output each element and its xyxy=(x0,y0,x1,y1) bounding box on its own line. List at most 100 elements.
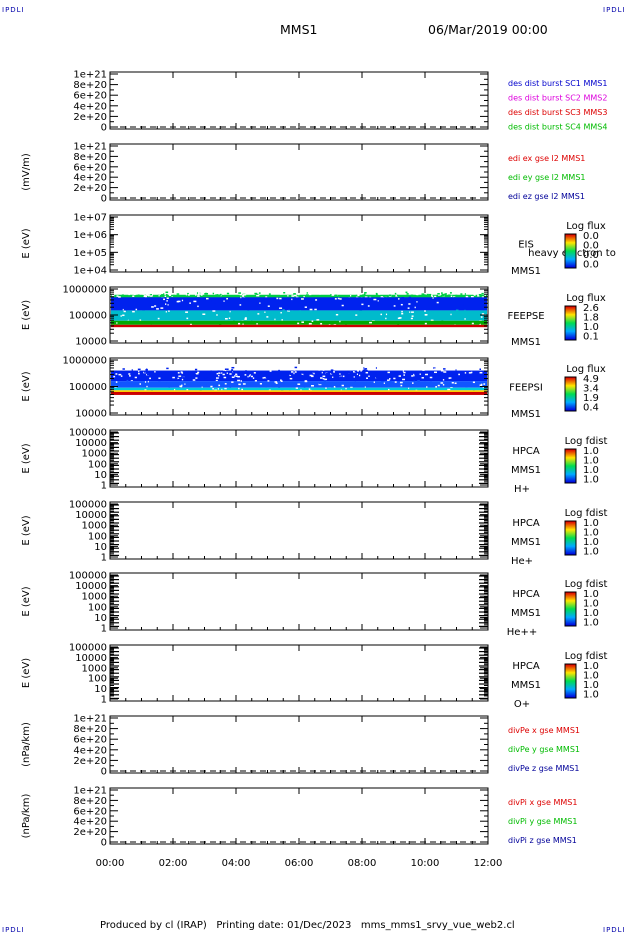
spectrogram-speckle xyxy=(252,377,255,379)
colorbar-segment xyxy=(565,598,576,600)
colorbar-segment xyxy=(565,666,576,668)
spectrogram-speckle xyxy=(264,311,266,313)
spectrogram-speckle xyxy=(140,378,142,381)
spectrogram-speckle xyxy=(154,368,158,371)
spectrogram-speckle xyxy=(150,295,153,297)
spectrogram-speckle xyxy=(206,377,208,380)
spectrogram-speckle xyxy=(407,317,411,320)
colorbar-segment xyxy=(565,334,576,336)
spectrogram-speckle xyxy=(448,377,452,379)
spectrogram-speckle xyxy=(243,294,247,296)
spectrogram-speckle xyxy=(295,295,298,297)
colorbar-segment xyxy=(565,664,576,666)
spectrogram-speckle xyxy=(244,374,247,376)
spectrogram-speckle xyxy=(470,295,474,298)
spectrogram-speckle xyxy=(405,291,408,294)
panel-frame xyxy=(109,214,489,273)
spectrogram-speckle xyxy=(301,321,304,323)
colorbar-segment xyxy=(565,247,576,249)
spectrogram-speckle xyxy=(376,294,379,296)
spectrogram-speckle xyxy=(275,382,278,384)
colorbar-title: Log flux xyxy=(566,293,606,304)
spectrogram-speckle xyxy=(282,309,285,311)
spectrogram-speckle xyxy=(430,380,432,383)
colorbar-segment xyxy=(565,384,576,386)
colorbar-segment xyxy=(565,550,576,552)
panel-frame xyxy=(109,644,489,702)
spectrogram-speckle xyxy=(176,300,179,303)
spectrogram-speckle xyxy=(312,373,314,375)
spectrogram-speckle xyxy=(164,295,167,298)
spectrogram-speckle xyxy=(319,384,321,386)
spectrogram-speckle xyxy=(364,368,368,370)
spectrogram-speckle xyxy=(179,385,183,387)
spectrogram-speckle xyxy=(189,383,191,386)
spectrogram-speckle xyxy=(206,372,209,374)
colorbar-segment xyxy=(565,677,576,679)
spectrogram-speckle xyxy=(134,376,137,379)
colorbar-segment xyxy=(565,387,576,389)
spectrogram-speckle xyxy=(319,293,321,295)
spectrogram-speckle xyxy=(455,309,459,312)
spectrogram-speckle xyxy=(475,321,478,323)
spectrogram-speckle xyxy=(389,383,392,386)
colorbar-segment xyxy=(565,245,576,247)
spectrogram-speckle xyxy=(231,314,233,316)
colorbar-segment xyxy=(565,607,576,609)
series-legend-entry: divPe x gse MMS1 xyxy=(508,726,580,735)
spectrogram-speckle xyxy=(363,367,365,369)
spectrogram-speckle xyxy=(132,295,135,297)
colorbar-segment xyxy=(565,682,576,684)
instrument-label: HPCA xyxy=(512,589,540,600)
spectrogram-speckle xyxy=(157,317,160,320)
spacecraft-label: MMS1 xyxy=(511,465,541,476)
spectrogram-speckle xyxy=(334,294,338,297)
spectrogram-speckle xyxy=(186,389,189,391)
series-legend-entry: divPi x gse MMS1 xyxy=(508,798,577,807)
colorbar-segment xyxy=(565,599,576,601)
spectrogram-speckle xyxy=(306,298,309,300)
spectrogram-speckle xyxy=(349,298,352,300)
spectrogram-speckle xyxy=(393,377,396,380)
colorbar-segment xyxy=(565,670,576,672)
y-tick-label: 1e+04 xyxy=(73,266,107,277)
spectrogram-speckle xyxy=(128,382,130,384)
colorbar-segment xyxy=(565,689,576,691)
spectrogram-speckle xyxy=(429,294,432,296)
spectrogram-speckle xyxy=(303,323,305,325)
spectrogram-speckle xyxy=(406,310,409,313)
colorbar-segment xyxy=(565,379,576,381)
spectrogram-speckle xyxy=(291,295,294,297)
spectrogram-speckle xyxy=(399,381,403,384)
spectrogram-speckle xyxy=(312,372,315,375)
spectrogram-speckle xyxy=(318,369,321,371)
colorbar-segment xyxy=(565,459,576,461)
colorbar-segment xyxy=(565,523,576,525)
spectrogram-speckle xyxy=(168,373,170,376)
spectrogram-speckle xyxy=(226,295,229,298)
spectrogram-speckle xyxy=(116,295,119,297)
spectrogram-speckle xyxy=(137,294,140,296)
spectrogram-speckle xyxy=(460,304,464,306)
spectrogram-speckle xyxy=(181,382,183,385)
spectrogram-speckle xyxy=(131,317,135,320)
spectrogram-speckle xyxy=(448,294,451,296)
colorbar-segment xyxy=(565,328,576,330)
colorbar-segment xyxy=(565,311,576,313)
spectrogram-speckle xyxy=(262,377,264,379)
time-tick-label: 08:00 xyxy=(348,858,377,869)
spectrogram-speckle xyxy=(266,316,269,318)
spectrogram-speckle xyxy=(281,315,284,318)
spectrogram-speckle xyxy=(293,377,296,380)
spectrogram-speckle xyxy=(191,370,195,373)
colorbar-segment xyxy=(565,612,576,614)
spectrogram-speckle xyxy=(197,371,200,374)
spectrogram-speckle xyxy=(233,298,237,300)
colorbar-segment xyxy=(565,324,576,326)
colorbar-segment xyxy=(565,323,576,325)
colorbar-segment xyxy=(565,329,576,331)
spectrogram-speckle xyxy=(166,297,169,300)
spectrogram-speckle xyxy=(177,377,180,380)
spectrogram-speckle xyxy=(415,293,419,296)
